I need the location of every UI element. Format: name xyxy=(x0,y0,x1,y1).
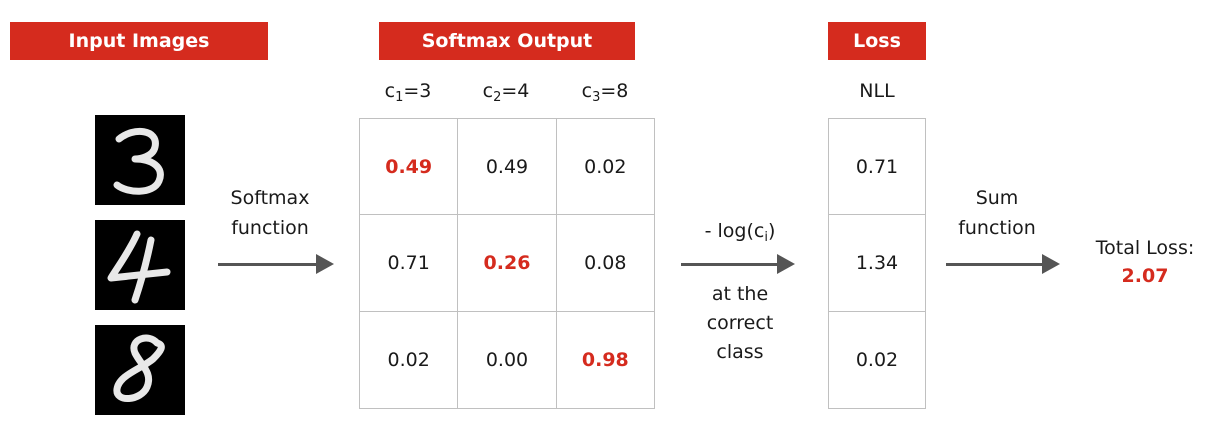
table-row: 1.34 xyxy=(828,214,926,312)
softmax-cell: 0.98 xyxy=(555,311,656,409)
softmax-cell: 0.00 xyxy=(457,311,557,409)
table-row: 0.71 xyxy=(828,118,926,215)
softmax-cell: 0.02 xyxy=(555,118,656,215)
digit-image-3 xyxy=(95,115,185,205)
table-row: 0.71 0.26 0.08 xyxy=(358,214,656,312)
softmax-output-table: 0.49 0.49 0.02 0.71 0.26 0.08 0.02 0.00 … xyxy=(358,118,656,409)
table-row: 0.02 0.00 0.98 xyxy=(358,311,656,409)
softmax-cell: 0.71 xyxy=(358,214,459,312)
nll-cell: 0.71 xyxy=(828,118,926,215)
softmax-cell: 0.49 xyxy=(457,118,557,215)
softmax-function-label: Softmax function xyxy=(230,187,310,239)
nll-cell: 1.34 xyxy=(828,214,926,312)
header-softmax-output: Softmax Output xyxy=(379,22,635,60)
total-loss-value: 2.07 xyxy=(1121,265,1169,287)
neglog-sublabel: at the correct class xyxy=(706,283,774,363)
header-loss: Loss xyxy=(828,22,926,60)
table-row: 0.49 0.49 0.02 xyxy=(358,118,656,215)
softmax-cell: 0.49 xyxy=(358,118,459,215)
column-label-nll: NLL xyxy=(859,80,895,102)
softmax-cell: 0.02 xyxy=(358,311,459,409)
column-label-c1: c1=3 xyxy=(384,80,432,105)
total-loss-label: Total Loss: xyxy=(1095,237,1195,259)
softmax-cell: 0.26 xyxy=(457,214,557,312)
sum-function-label: Sum function xyxy=(958,187,1036,239)
nll-table: 0.71 1.34 0.02 xyxy=(828,118,926,409)
digit-image-8 xyxy=(95,325,185,415)
column-label-c3: c3=8 xyxy=(581,80,629,105)
header-input-images: Input Images xyxy=(10,22,268,60)
column-label-c2: c2=4 xyxy=(482,80,530,105)
softmax-cell: 0.08 xyxy=(555,214,656,312)
total-loss: Total Loss: 2.07 xyxy=(1080,234,1210,290)
neglog-label: - log(ci) xyxy=(704,220,776,245)
table-row: 0.02 xyxy=(828,311,926,409)
digit-image-4 xyxy=(95,220,185,310)
nll-cell: 0.02 xyxy=(828,311,926,409)
